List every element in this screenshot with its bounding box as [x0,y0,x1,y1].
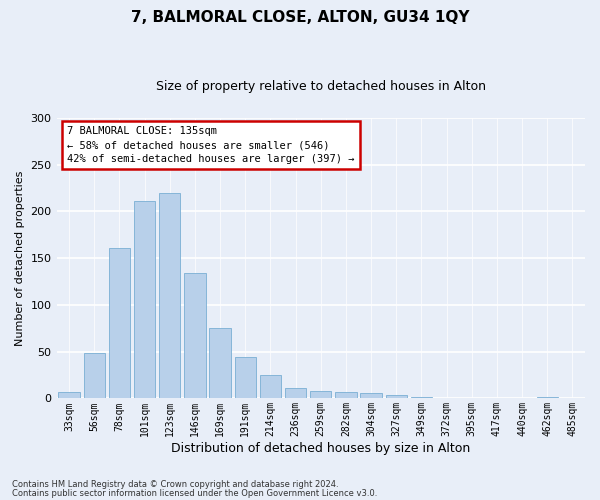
Bar [536,396,558,398]
Bar [58,392,80,398]
Bar [335,392,356,398]
Bar [83,352,105,399]
Bar [209,328,231,398]
Title: Size of property relative to detached houses in Alton: Size of property relative to detached ho… [156,80,486,93]
Bar [235,358,256,399]
Y-axis label: Number of detached properties: Number of detached properties [15,170,25,346]
Bar [310,391,331,398]
Bar [184,273,206,398]
X-axis label: Distribution of detached houses by size in Alton: Distribution of detached houses by size … [171,442,470,455]
Bar [411,396,432,398]
Bar [109,248,130,398]
Bar [361,393,382,398]
Bar [260,375,281,398]
Text: 7, BALMORAL CLOSE, ALTON, GU34 1QY: 7, BALMORAL CLOSE, ALTON, GU34 1QY [131,10,469,25]
Bar [134,201,155,398]
Bar [285,388,307,398]
Bar [159,192,181,398]
Text: 7 BALMORAL CLOSE: 135sqm
← 58% of detached houses are smaller (546)
42% of semi-: 7 BALMORAL CLOSE: 135sqm ← 58% of detach… [67,126,355,164]
Text: Contains public sector information licensed under the Open Government Licence v3: Contains public sector information licen… [12,489,377,498]
Text: Contains HM Land Registry data © Crown copyright and database right 2024.: Contains HM Land Registry data © Crown c… [12,480,338,489]
Bar [386,394,407,398]
